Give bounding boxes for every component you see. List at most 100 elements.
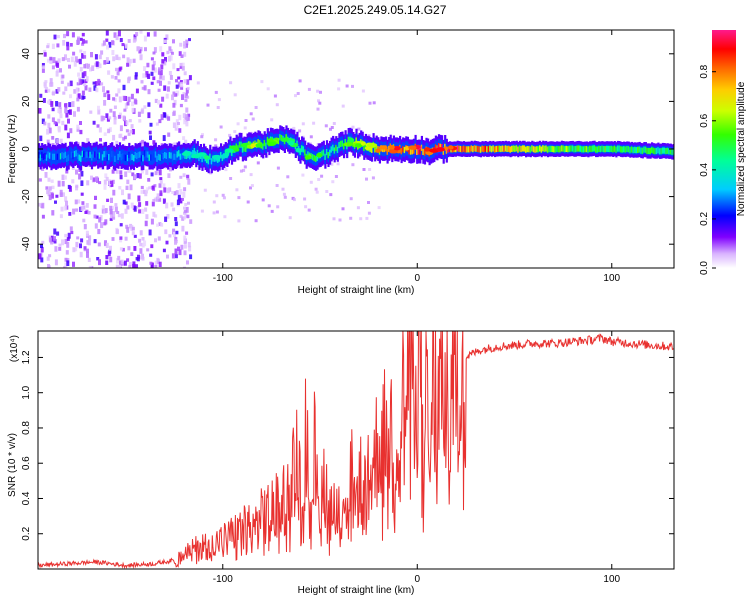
noise-speck <box>53 228 57 235</box>
noise-speck <box>61 120 65 126</box>
noise-speck <box>64 108 68 114</box>
ridge-core <box>117 153 120 160</box>
ridge-core <box>532 146 535 153</box>
noise-speck <box>53 121 57 125</box>
noise-speck <box>84 85 88 91</box>
noise-speck <box>270 118 274 122</box>
noise-speck <box>175 122 179 128</box>
noise-speck <box>53 236 56 241</box>
ridge-core <box>590 145 593 152</box>
noise-speck <box>315 190 319 194</box>
ridge-core <box>140 155 143 162</box>
noise-speck <box>88 235 92 241</box>
ridge-core <box>542 145 545 152</box>
ridge-core <box>341 140 344 147</box>
ridge-peak <box>255 143 263 148</box>
ridge-core <box>565 145 568 152</box>
spectrogram-marks <box>38 30 674 268</box>
ridge-peak <box>436 147 445 152</box>
noise-speck <box>39 93 43 98</box>
ridge-core <box>76 152 80 160</box>
noise-speck <box>92 81 96 85</box>
ridge-core <box>635 147 638 154</box>
noise-speck <box>162 198 166 204</box>
ridge-core <box>641 147 644 154</box>
ridge-peak <box>203 155 210 160</box>
noise-speck <box>129 184 133 191</box>
noise-speck <box>79 49 83 53</box>
noise-speck <box>160 223 164 227</box>
noise-speck <box>176 199 180 205</box>
noise-speck <box>141 170 144 174</box>
noise-speck <box>87 257 91 262</box>
noise-speck <box>74 247 78 252</box>
noise-speck <box>183 238 187 244</box>
noise-speck <box>140 185 144 190</box>
ridge-core <box>623 146 626 153</box>
noise-speck <box>139 242 143 247</box>
ridge-core <box>64 151 67 158</box>
noise-speck <box>117 56 121 61</box>
ridge-core <box>95 150 98 157</box>
noise-speck <box>324 124 328 128</box>
y-tick-label: 40 <box>21 48 32 60</box>
ridge-core <box>55 154 58 162</box>
noise-speck <box>186 174 190 179</box>
noise-speck <box>76 82 80 86</box>
snr-y-label: SNR (10 * v/v) <box>7 433 18 497</box>
noise-speck <box>163 60 167 66</box>
noise-speck <box>152 51 156 55</box>
noise-speck <box>181 198 184 201</box>
noise-speck <box>138 119 142 123</box>
noise-speck <box>112 97 116 101</box>
noise-speck <box>188 245 192 252</box>
ridge-peak <box>281 137 290 142</box>
noise-speck <box>55 101 59 107</box>
noise-speck <box>174 248 178 255</box>
ridge-core <box>67 154 70 161</box>
ridge-core <box>593 145 596 152</box>
noise-speck <box>282 192 286 196</box>
noise-speck <box>119 38 123 43</box>
noise-speck <box>228 133 232 137</box>
ridge-core <box>549 145 553 152</box>
noise-speck <box>133 246 137 251</box>
noise-speck <box>161 75 165 81</box>
ridge-core <box>537 146 540 153</box>
noise-speck <box>38 108 42 114</box>
noise-speck <box>185 231 189 235</box>
noise-speck <box>229 177 233 180</box>
colorbar-ticks: 0.0 0.2 0.4 0.6 0.8 <box>699 64 716 275</box>
noise-speck <box>141 86 145 90</box>
ridge-core <box>529 146 532 153</box>
ridge-core <box>374 146 377 153</box>
noise-speck <box>69 43 73 47</box>
noise-speck <box>52 90 55 96</box>
noise-speck <box>79 243 82 249</box>
ridge-core <box>56 153 59 160</box>
noise-speck <box>153 67 157 73</box>
noise-speck <box>115 169 119 174</box>
noise-speck <box>85 203 89 208</box>
noise-speck <box>112 189 116 196</box>
noise-speck <box>164 229 168 235</box>
noise-speck <box>151 185 155 190</box>
ridge-core <box>462 145 465 152</box>
noise-speck <box>40 246 44 253</box>
ridge-core <box>478 146 481 153</box>
noise-speck <box>172 63 176 70</box>
y-tick-label: 1.2 <box>21 350 32 364</box>
ridge-core <box>47 151 50 158</box>
noise-speck <box>209 171 213 175</box>
noise-speck <box>200 135 204 139</box>
noise-speck <box>171 253 175 259</box>
noise-speck <box>116 258 119 264</box>
noise-speck <box>62 192 65 197</box>
noise-speck <box>78 173 82 180</box>
ridge-core <box>279 134 282 141</box>
noise-speck <box>88 265 92 268</box>
noise-speck <box>181 62 185 67</box>
noise-speck <box>215 210 219 214</box>
noise-speck <box>179 103 183 108</box>
noise-speck <box>140 190 144 194</box>
